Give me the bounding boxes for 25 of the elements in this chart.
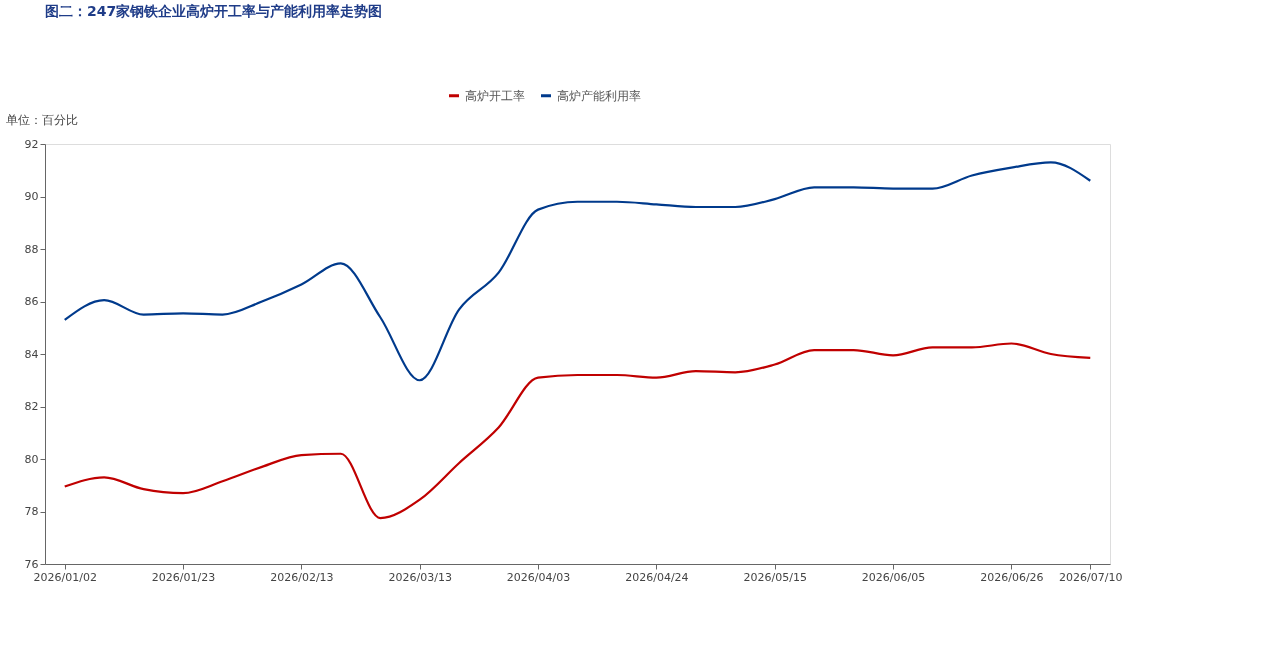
x-tick-label: 2026/06/05 [861,570,926,584]
x-tick-label: 2026/01/23 [151,570,216,584]
x-tick-label: 2026/04/24 [625,570,689,584]
x-tick-label: 2026/06/26 [980,570,1044,584]
y-tick-label: 84 [24,347,39,361]
y-tick-label: 78 [24,505,39,518]
y-tick-label: 80 [24,452,39,466]
legend-label: 高炉产能利用率 [556,88,641,103]
line-series [63,342,1092,520]
y-tick-label: 82 [24,400,39,413]
x-tick-label: 2026/07/10 [1059,570,1123,584]
x-tick-label: 2026/03/13 [388,570,452,584]
x-tick-label: 2026/04/03 [506,570,571,584]
legend-label: 高炉开工率 [464,88,525,103]
x-tick-label: 2026/01/02 [33,570,97,584]
x-tick-label: 2026/02/13 [270,570,334,584]
chart-title: 图二：247家钢铁企业高炉开工率与产能利用率走势图 [45,3,383,19]
y-axis-title: 单位：百分比 [5,112,78,127]
y-tick-label: 76 [24,557,39,571]
y-tick-label: 86 [24,295,39,308]
y-tick-label: 92 [24,137,39,151]
y-tick-label: 88 [24,242,39,256]
x-tick-label: 2026/05/15 [743,570,807,584]
line-series [63,161,1092,382]
y-tick-label: 90 [24,190,39,203]
